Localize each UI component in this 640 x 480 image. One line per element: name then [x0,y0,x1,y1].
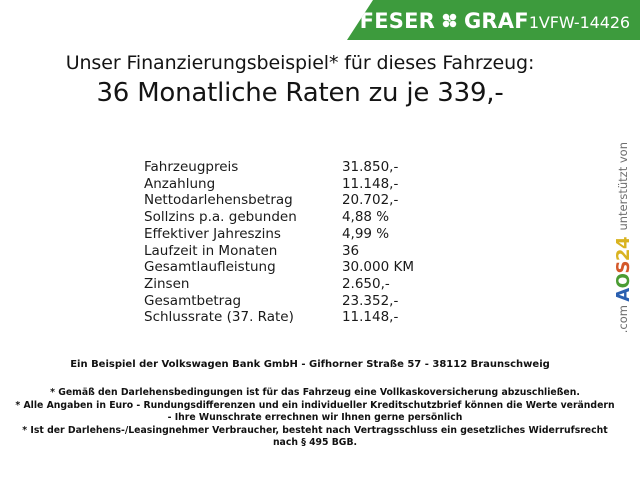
row-value: 2.650,- [341,275,390,292]
brand-name-second: GRAF [464,8,529,33]
aos24-logo: AOS24 [613,236,634,302]
row-label: Anzahlung [144,175,216,192]
table-row: Schlussrate (37. Rate) 11.148,- [144,309,444,326]
table-row: Fahrzeugpreis 31.850,- [144,159,444,176]
brand-logo: FESER GRAF 1VFW-14426 [360,9,630,32]
row-label: Gesamtlaufleistung [144,259,276,276]
table-row: Gesamtbetrag 23.352,- [144,293,444,310]
watermark-sidebar: unterstützt von AOS24 .com [608,0,640,480]
aos24-letter-a: A [613,287,634,302]
fineprint-block: * Gemäß den Darlehensbedingungen ist für… [0,387,630,450]
fineprint-line-4: * Ist der Darlehens-/Leasingnehmer Verbr… [22,424,608,436]
fineprint-line-5: nach § 495 BGB. [272,437,358,449]
aos24-letter-four: 4 [613,236,634,249]
vehicle-code: 1VFW-14426 [528,12,630,32]
table-row: Anzahlung 11.148,- [144,176,444,193]
row-value: 23.352,- [341,292,399,309]
page-title-main: 36 Monatliche Raten zu je 339,- [96,77,504,108]
table-row: Gesamtlaufleistung 30.000 KM [144,259,444,276]
row-label: Schlussrate (37. Rate) [144,309,294,326]
row-value: 4,99 % [341,225,390,242]
finance-table-body: Fahrzeugpreis 31.850,- Anzahlung 11.148,… [144,159,444,326]
aos24-domain-suffix: .com [616,305,631,334]
row-label: Effektiver Jahreszins [144,225,281,242]
header-banner: FESER GRAF 1VFW-14426 [347,0,640,40]
supported-by-label: unterstützt von [616,142,631,231]
page-title-subheading: Unser Finanzierungsbeispiel* für dieses … [65,52,535,74]
row-label: Zinsen [144,275,190,292]
row-label: Nettodarlehensbetrag [144,192,293,209]
bank-disclaimer: Ein Beispiel der Volkswagen Bank GmbH - … [70,359,550,370]
row-label: Sollzins p.a. gebunden [144,209,297,226]
aos24-letter-o: O [613,273,634,288]
fineprint-line-1: * Gemäß den Darlehensbedingungen ist für… [50,387,580,398]
table-row: Laufzeit in Monaten 36 [144,243,444,260]
row-value: 11.148,- [341,309,399,326]
aos24-letter-two: 2 [613,248,634,261]
page-title-block: Unser Finanzierungsbeispiel* für dieses … [0,52,600,109]
row-label: Fahrzeugpreis [144,159,239,175]
finance-details-table: Fahrzeugpreis 31.850,- Anzahlung 11.148,… [144,159,444,326]
fineprint-line-2: * Alle Angaben in Euro - Rundungsdiffere… [15,399,615,411]
aos24-letter-s: S [613,260,634,274]
row-label: Gesamtbetrag [144,292,242,309]
row-label: Laufzeit in Monaten [144,242,278,259]
row-value: 20.702,- [341,192,399,209]
fineprint-line-3: - Ihre Wunschrate errechnen wir Ihnen ge… [167,412,463,424]
table-row: Effektiver Jahreszins 4,99 % [144,226,444,243]
row-value: 30.000 KM [341,259,414,276]
brand-name-first: FESER [359,8,435,33]
table-row: Zinsen 2.650,- [144,276,444,293]
row-value: 11.148,- [341,175,399,192]
watermark-content: unterstützt von AOS24 .com [612,142,636,334]
table-row: Sollzins p.a. gebunden 4,88 % [144,209,444,226]
row-value: 31.850,- [341,159,399,175]
table-row: Nettodarlehensbetrag 20.702,- [144,192,444,209]
row-value: 36 [341,242,360,259]
clover-icon [440,11,459,30]
row-value: 4,88 % [341,209,390,226]
